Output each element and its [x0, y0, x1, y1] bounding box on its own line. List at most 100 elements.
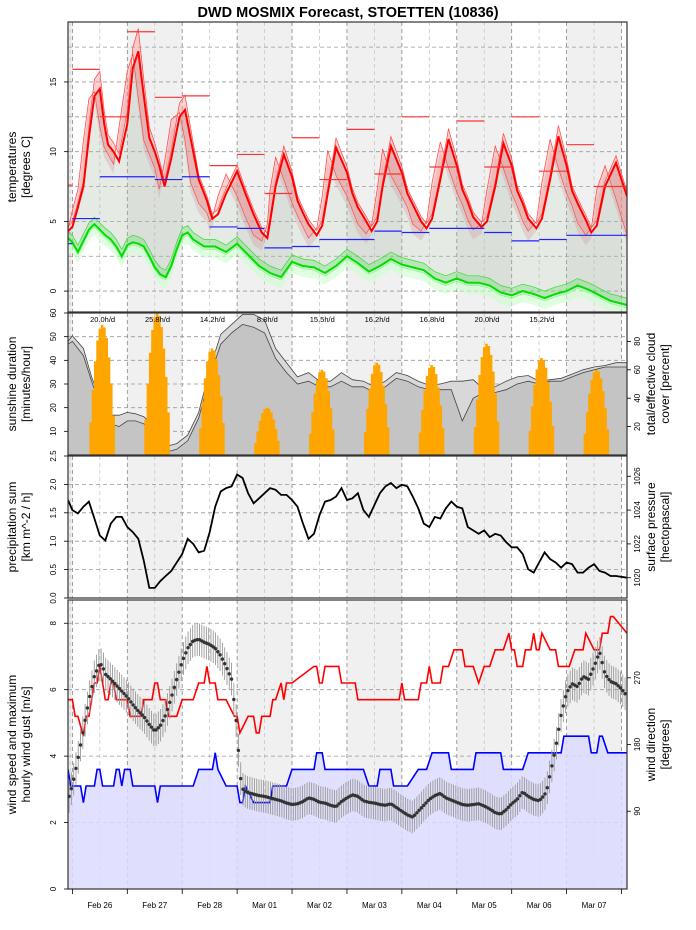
wind-direction-point	[589, 672, 593, 676]
wind-direction-point	[165, 707, 170, 712]
sunshine-bar	[542, 359, 546, 455]
sunshine-bar	[315, 380, 319, 455]
sunshine-bar	[478, 374, 481, 455]
sunshine-bar	[482, 347, 486, 455]
wind-direction-point	[174, 677, 179, 682]
sunshine-bar	[254, 443, 257, 455]
wind-direction-point	[154, 728, 158, 732]
wind-direction-point	[99, 663, 103, 667]
y-tick-label: 0	[49, 288, 58, 293]
wind-direction-point	[575, 684, 579, 689]
sunshine-bar	[418, 432, 422, 455]
y-tick-label: 1.0	[49, 535, 58, 547]
sunshine-bar	[476, 399, 479, 455]
wind-direction-point	[68, 794, 71, 799]
sunshine-bar	[222, 423, 225, 455]
wind-direction-point	[131, 703, 135, 707]
panel-frame	[67, 21, 628, 313]
sunshine-bar	[373, 365, 376, 455]
wind-direction-point	[181, 656, 186, 661]
sunshine-bar	[590, 380, 594, 455]
temp-band-upper	[68, 28, 627, 242]
day-shade	[676, 456, 696, 598]
wind-direction-point	[506, 805, 511, 810]
sunshine-bar	[112, 415, 115, 455]
sunshine-bar	[489, 354, 493, 455]
wind-direction-point	[126, 697, 131, 701]
wind-direction-point	[211, 645, 215, 649]
wind-direction-point	[222, 662, 227, 666]
sunshine-bar	[423, 390, 427, 455]
wind-direction-point	[122, 691, 126, 696]
wind-direction-point	[71, 777, 76, 781]
sunshine-bar	[441, 428, 445, 455]
wind-direction-point	[147, 722, 151, 727]
daily-sunshine-label: 25.8h/d	[145, 315, 170, 324]
wind-direction-point	[142, 715, 147, 720]
wind-direction-point	[513, 799, 517, 803]
daily-sunshine-label: 8.8h/d	[257, 315, 278, 324]
sunshine-bar	[540, 357, 543, 455]
wind-direction-point	[108, 677, 112, 681]
y-tick-label: 2.0	[49, 478, 58, 490]
daily-sunshine-label: 20.0h/d	[474, 315, 499, 324]
pressure-line	[68, 473, 627, 589]
day-shade	[68, 600, 73, 889]
sunshine-bar	[206, 361, 209, 455]
wind-direction-point	[552, 753, 556, 757]
y-tick-label: 0.5	[49, 563, 58, 575]
wind-direction-point	[412, 813, 417, 817]
sunshine-bar	[155, 313, 159, 455]
wind-direction-point	[518, 794, 522, 798]
y-tick-label: 20	[49, 403, 58, 412]
wind-direction-point	[83, 718, 87, 722]
y-right-tick-label: 270	[633, 671, 642, 685]
wind-direction-point	[508, 803, 513, 807]
sunshine-bar	[311, 412, 314, 455]
y-axis-label: [degrees C]	[19, 136, 33, 198]
sunshine-bar	[606, 429, 610, 455]
daily-sunshine-label: 16.2h/d	[365, 315, 390, 324]
wind-direction-point	[184, 651, 188, 655]
y-right-tick-label: 40	[633, 393, 642, 402]
panel-wind: 0 2 4 6 8 wind speed and maximum hourly wind g…	[5, 599, 672, 891]
panel-sunshine: 20.0h/d 25.8h/d 14.2h/d 8.8h/d 15.5h/d 16.2h/…	[5, 308, 672, 456]
x-tick-label: Mar 06	[527, 901, 552, 910]
wind-direction-point	[541, 795, 545, 799]
wind-direction-point	[229, 677, 234, 681]
daily-sunshine-label: 16.8h/d	[420, 315, 445, 324]
sunshine-bar	[158, 315, 161, 455]
wind-direction-point	[616, 684, 620, 688]
sunshine-bar	[153, 317, 157, 455]
wind-direction-point	[440, 793, 444, 797]
y-tick-label: 50	[49, 332, 58, 341]
wind-direction-point	[149, 725, 154, 729]
y-tick-label: 40	[49, 355, 58, 364]
wind-direction-point	[163, 714, 167, 718]
sunshine-bar	[363, 431, 367, 455]
sunshine-bar	[533, 385, 536, 455]
wind-direction-point	[602, 670, 607, 674]
wind-direction-point	[337, 802, 341, 806]
sunshine-bar	[151, 330, 154, 455]
wind-direction-point	[577, 681, 582, 686]
sunshine-bar	[528, 430, 532, 455]
sunshine-bar	[434, 374, 438, 455]
y-tick-label: 4	[49, 753, 58, 758]
sunshine-bar	[588, 393, 591, 455]
sunshine-bar	[585, 412, 589, 455]
wind-direction-point	[522, 791, 527, 796]
wind-direction-point	[161, 718, 165, 723]
wind-direction-point	[419, 806, 424, 810]
plot-area	[68, 600, 627, 889]
y-right-tick-label: 1022	[633, 534, 642, 552]
wind-direction-point	[607, 677, 611, 682]
daily-sunshine-label: 15.2h/d	[529, 315, 554, 324]
x-tick-label: Mar 01	[252, 901, 277, 910]
wind-direction-point	[140, 713, 145, 717]
wind-direction-point	[92, 675, 96, 679]
sunshine-bar	[599, 378, 603, 455]
wind-direction-point	[220, 657, 225, 661]
sunshine-bar	[496, 421, 500, 455]
